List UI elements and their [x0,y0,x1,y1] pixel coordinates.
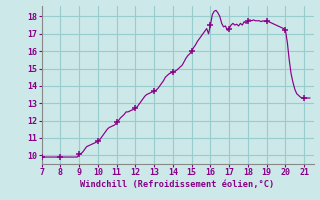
X-axis label: Windchill (Refroidissement éolien,°C): Windchill (Refroidissement éolien,°C) [80,180,275,189]
